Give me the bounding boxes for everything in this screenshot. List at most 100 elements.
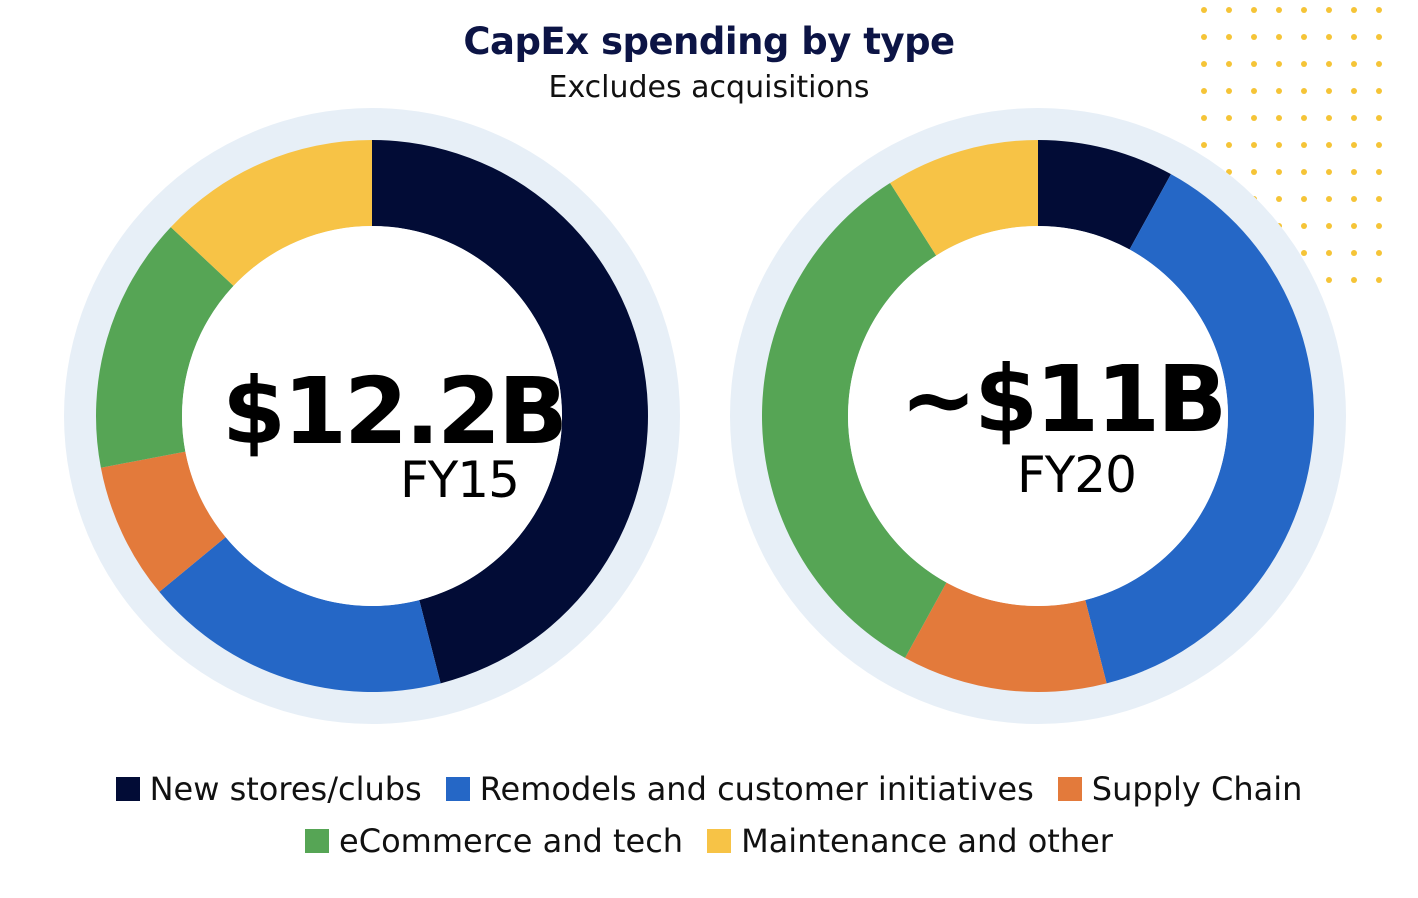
decor-dot xyxy=(1251,169,1257,175)
decor-dot xyxy=(1376,61,1382,67)
decor-dot xyxy=(1301,7,1307,13)
decor-dot xyxy=(1201,142,1207,148)
decor-dot xyxy=(1301,142,1307,148)
decor-dot xyxy=(1276,115,1282,121)
decor-dot xyxy=(1301,115,1307,121)
decor-dot xyxy=(1351,7,1357,13)
decor-dot xyxy=(1301,88,1307,94)
donut-hole xyxy=(182,226,562,606)
decor-dot xyxy=(1276,88,1282,94)
decor-dot xyxy=(1351,34,1357,40)
donut-slice-remodels-and-customer-initiatives xyxy=(1085,174,1315,684)
legend-item-new-stores: New stores/clubs xyxy=(115,770,422,808)
decor-dot xyxy=(1326,34,1332,40)
decor-dot xyxy=(1326,88,1332,94)
decor-dot xyxy=(1351,196,1357,202)
legend-item-supply-chain: Supply Chain xyxy=(1057,770,1303,808)
decor-dot xyxy=(1226,115,1232,121)
decor-dot xyxy=(1326,61,1332,67)
decor-dot xyxy=(1226,142,1232,148)
decor-dot xyxy=(1326,169,1332,175)
legend-item-ecommerce: eCommerce and tech xyxy=(305,822,683,860)
decor-dot xyxy=(1251,142,1257,148)
legend-swatch xyxy=(1057,777,1082,801)
decor-dot xyxy=(1201,88,1207,94)
legend-row-1: New stores/clubs Remodels and customer i… xyxy=(0,770,1418,808)
legend-label: New stores/clubs xyxy=(149,770,422,808)
donut-slice-new-stores-clubs xyxy=(372,140,649,684)
decor-dot xyxy=(1351,169,1357,175)
decor-dot xyxy=(1376,34,1382,40)
decor-dot xyxy=(1351,61,1357,67)
donut-slice-remodels-and-customer-initiatives xyxy=(159,537,441,693)
decor-dot xyxy=(1276,34,1282,40)
decor-dot xyxy=(1226,88,1232,94)
decor-dot xyxy=(1276,196,1282,202)
donut-slice-ecommerce-and-tech xyxy=(96,227,234,468)
decor-dot xyxy=(1301,34,1307,40)
decor-dot xyxy=(1376,115,1382,121)
decor-dot xyxy=(1326,223,1332,229)
decor-dot xyxy=(1376,7,1382,13)
decor-dot xyxy=(1326,250,1332,256)
decor-dot xyxy=(1226,7,1232,13)
decor-dot xyxy=(1251,7,1257,13)
legend-label: Supply Chain xyxy=(1091,770,1303,808)
decor-dot xyxy=(1276,169,1282,175)
decor-dot xyxy=(1226,61,1232,67)
decor-dot xyxy=(1326,7,1332,13)
decor-dot xyxy=(1251,61,1257,67)
legend-swatch xyxy=(445,777,470,801)
decor-dot xyxy=(1376,142,1382,148)
decor-dot xyxy=(1201,7,1207,13)
decor-dot xyxy=(1351,88,1357,94)
decor-dot xyxy=(1276,61,1282,67)
legend-item-remodels: Remodels and customer initiatives xyxy=(445,770,1034,808)
decor-dot xyxy=(1201,61,1207,67)
decor-dot xyxy=(1351,223,1357,229)
decor-dot xyxy=(1301,196,1307,202)
decor-dot xyxy=(1276,142,1282,148)
decor-dot xyxy=(1376,250,1382,256)
decor-dot xyxy=(1351,142,1357,148)
decor-dot xyxy=(1251,115,1257,121)
donut-slice-maintenance-and-other xyxy=(890,140,1038,256)
chart-title: CapEx spending by type xyxy=(463,20,955,63)
decor-dot xyxy=(1326,142,1332,148)
legend-swatch xyxy=(305,829,330,853)
decor-dot xyxy=(1226,34,1232,40)
chart-subtitle: Excludes acquisitions xyxy=(548,70,870,105)
decor-dot xyxy=(1376,169,1382,175)
legend-label: eCommerce and tech xyxy=(339,822,684,860)
fy20-total-value: ~$11B xyxy=(900,346,1227,453)
decor-dot xyxy=(1376,88,1382,94)
decor-dot xyxy=(1326,115,1332,121)
decor-dot xyxy=(1201,115,1207,121)
legend-item-maintenance: Maintenance and other xyxy=(707,822,1113,860)
donut-hole xyxy=(848,226,1228,606)
legend-label: Maintenance and other xyxy=(741,822,1113,860)
fy15-total-value: $12.2B xyxy=(222,358,568,465)
decor-dot xyxy=(1301,250,1307,256)
legend-row-2: eCommerce and tech Maintenance and other xyxy=(0,822,1418,860)
donut-slice-ecommerce-and-tech xyxy=(761,182,947,658)
fy20-year-label: FY20 xyxy=(1017,446,1137,504)
decor-dot xyxy=(1376,277,1382,283)
donut-slice-maintenance-and-other xyxy=(170,140,372,286)
decor-dot xyxy=(1351,250,1357,256)
decor-dot xyxy=(1326,196,1332,202)
legend-swatch xyxy=(707,829,732,853)
decor-dot xyxy=(1251,88,1257,94)
decor-dot xyxy=(1276,7,1282,13)
decor-dot xyxy=(1301,169,1307,175)
decor-dot xyxy=(1376,196,1382,202)
donut-slice-supply-chain xyxy=(905,582,1107,692)
decor-dot xyxy=(1351,277,1357,283)
decor-dot xyxy=(1376,223,1382,229)
decor-dot xyxy=(1301,61,1307,67)
legend-swatch xyxy=(115,777,140,801)
legend-label: Remodels and customer initiatives xyxy=(479,770,1034,808)
decor-dot xyxy=(1326,277,1332,283)
